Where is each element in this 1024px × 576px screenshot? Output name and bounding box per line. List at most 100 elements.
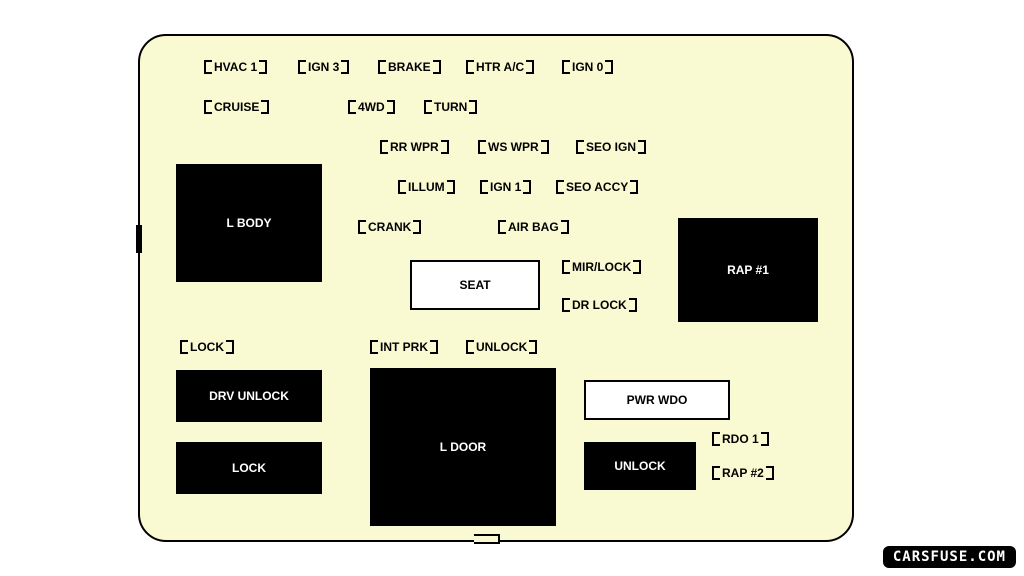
relay-block: DRV UNLOCK <box>176 370 322 422</box>
fuse-label: RAP #2 <box>712 466 774 480</box>
panel-notch <box>136 225 142 253</box>
bracket-left-icon <box>562 60 570 74</box>
bracket-right-icon <box>605 60 613 74</box>
fuse-label: RDO 1 <box>712 432 769 446</box>
fuse-label: ILLUM <box>398 180 455 194</box>
fuse-text: 4WD <box>358 100 385 114</box>
bracket-left-icon <box>358 220 366 234</box>
bracket-right-icon <box>629 298 637 312</box>
relay-block: L DOOR <box>370 368 556 526</box>
fuse-text: ILLUM <box>408 180 445 194</box>
bracket-right-icon <box>447 180 455 194</box>
fuse-text: HTR A/C <box>476 60 524 74</box>
bracket-right-icon <box>433 60 441 74</box>
fuse-label: CRUISE <box>204 100 269 114</box>
fuse-text: TURN <box>434 100 467 114</box>
block-label: SEAT <box>459 278 490 292</box>
fuse-text: HVAC 1 <box>214 60 257 74</box>
fuse-label: DR LOCK <box>562 298 637 312</box>
bracket-right-icon <box>766 466 774 480</box>
fuse-label: HVAC 1 <box>204 60 267 74</box>
watermark: CARSFUSE.COM <box>883 546 1016 568</box>
block-label: LOCK <box>232 461 266 475</box>
bracket-left-icon <box>478 140 486 154</box>
relay-block: SEAT <box>410 260 540 310</box>
bracket-left-icon <box>378 60 386 74</box>
bracket-right-icon <box>526 60 534 74</box>
bracket-left-icon <box>556 180 564 194</box>
bracket-left-icon <box>204 60 212 74</box>
fuse-text: AIR BAG <box>508 220 559 234</box>
relay-block: RAP #1 <box>678 218 818 322</box>
bracket-left-icon <box>712 466 720 480</box>
fuse-text: RR WPR <box>390 140 439 154</box>
fuse-label: HTR A/C <box>466 60 534 74</box>
block-label: UNLOCK <box>614 459 665 473</box>
fuse-text: RDO 1 <box>722 432 759 446</box>
bracket-right-icon <box>523 180 531 194</box>
bracket-left-icon <box>480 180 488 194</box>
bracket-left-icon <box>466 60 474 74</box>
bracket-right-icon <box>469 100 477 114</box>
fuse-label: BRAKE <box>378 60 441 74</box>
relay-block: PWR WDO <box>584 380 730 420</box>
relay-block: LOCK <box>176 442 322 494</box>
fuse-text: UNLOCK <box>476 340 527 354</box>
bracket-right-icon <box>529 340 537 354</box>
bracket-left-icon <box>562 298 570 312</box>
bracket-left-icon <box>380 140 388 154</box>
bracket-right-icon <box>226 340 234 354</box>
fuse-text: WS WPR <box>488 140 539 154</box>
fuse-label: IGN 3 <box>298 60 349 74</box>
bracket-left-icon <box>298 60 306 74</box>
fuse-label: 4WD <box>348 100 395 114</box>
panel-notch <box>474 534 500 544</box>
block-label: L BODY <box>226 216 271 230</box>
bracket-right-icon <box>413 220 421 234</box>
fuse-label: UNLOCK <box>466 340 537 354</box>
fuse-label: SEO ACCY <box>556 180 638 194</box>
block-label: DRV UNLOCK <box>209 389 289 403</box>
fuse-text: DR LOCK <box>572 298 627 312</box>
bracket-right-icon <box>341 60 349 74</box>
bracket-left-icon <box>370 340 378 354</box>
fuse-label: IGN 0 <box>562 60 613 74</box>
bracket-right-icon <box>761 432 769 446</box>
fuse-text: INT PRK <box>380 340 428 354</box>
relay-block: UNLOCK <box>584 442 696 490</box>
bracket-left-icon <box>180 340 188 354</box>
bracket-right-icon <box>541 140 549 154</box>
bracket-right-icon <box>259 60 267 74</box>
bracket-right-icon <box>633 260 641 274</box>
fuse-text: IGN 3 <box>308 60 339 74</box>
bracket-left-icon <box>424 100 432 114</box>
fuse-label: INT PRK <box>370 340 438 354</box>
block-label: RAP #1 <box>727 263 769 277</box>
bracket-left-icon <box>498 220 506 234</box>
bracket-left-icon <box>466 340 474 354</box>
fuse-text: BRAKE <box>388 60 431 74</box>
fuse-text: RAP #2 <box>722 466 764 480</box>
bracket-right-icon <box>630 180 638 194</box>
fuse-label: AIR BAG <box>498 220 569 234</box>
fuse-label: TURN <box>424 100 477 114</box>
fuse-label: LOCK <box>180 340 234 354</box>
fuse-text: IGN 1 <box>490 180 521 194</box>
fuse-label: CRANK <box>358 220 421 234</box>
fuse-label: MIR/LOCK <box>562 260 641 274</box>
bracket-right-icon <box>561 220 569 234</box>
bracket-left-icon <box>398 180 406 194</box>
fuse-text: IGN 0 <box>572 60 603 74</box>
bracket-left-icon <box>576 140 584 154</box>
bracket-left-icon <box>562 260 570 274</box>
fuse-text: CRUISE <box>214 100 259 114</box>
block-label: L DOOR <box>440 440 486 454</box>
fuse-text: SEO IGN <box>586 140 636 154</box>
fuse-text: LOCK <box>190 340 224 354</box>
bracket-left-icon <box>348 100 356 114</box>
fuse-label: RR WPR <box>380 140 449 154</box>
bracket-left-icon <box>712 432 720 446</box>
fuse-text: MIR/LOCK <box>572 260 631 274</box>
fuse-label: SEO IGN <box>576 140 646 154</box>
fuse-text: CRANK <box>368 220 411 234</box>
